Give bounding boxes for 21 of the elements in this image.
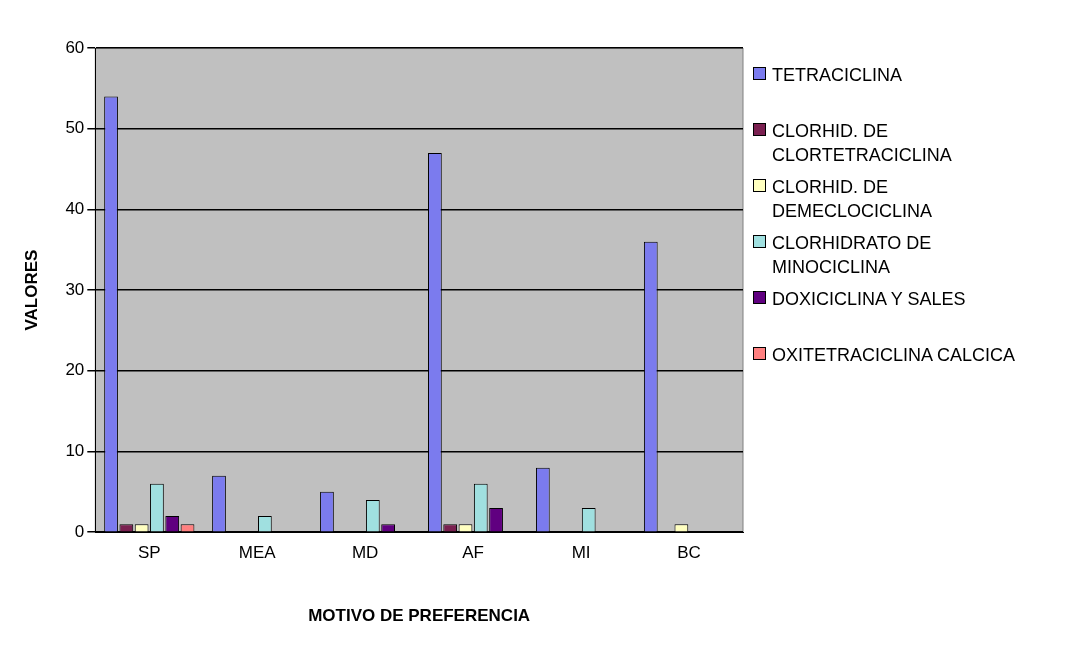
x-tick-label: MI bbox=[571, 543, 591, 563]
legend-label: OXITETRACICLINA CALCICA bbox=[772, 344, 1016, 367]
legend-label: DOXICICLINA Y SALES bbox=[772, 288, 966, 311]
y-tick-label: 20 bbox=[65, 360, 85, 380]
x-tick-label: MD bbox=[351, 543, 379, 563]
y-tick-label: 50 bbox=[65, 118, 85, 138]
legend-label: CLORHIDRATO DE MINOCICLINA bbox=[772, 232, 933, 279]
x-tick-label: MEA bbox=[238, 543, 277, 563]
x-tick-label: BC bbox=[677, 543, 701, 563]
legend-label: TETRACICLINA bbox=[772, 64, 903, 87]
y-tick-label: 0 bbox=[74, 521, 85, 541]
x-tick-label: SP bbox=[137, 543, 161, 563]
y-axis-title: VALORES bbox=[21, 249, 41, 331]
x-tick-label: AF bbox=[462, 543, 484, 563]
y-tick-label: 40 bbox=[65, 199, 85, 219]
legend-label: CLORHID. DE CLORTETRACICLINA bbox=[772, 120, 953, 167]
y-tick-label: 10 bbox=[65, 441, 85, 461]
legend-label: CLORHID. DE DEMECLOCICLINA bbox=[772, 176, 934, 223]
y-tick-label: 30 bbox=[65, 279, 85, 299]
x-axis-title: MOTIVO DE PREFERENCIA bbox=[308, 606, 531, 626]
y-tick-label: 60 bbox=[65, 37, 85, 57]
